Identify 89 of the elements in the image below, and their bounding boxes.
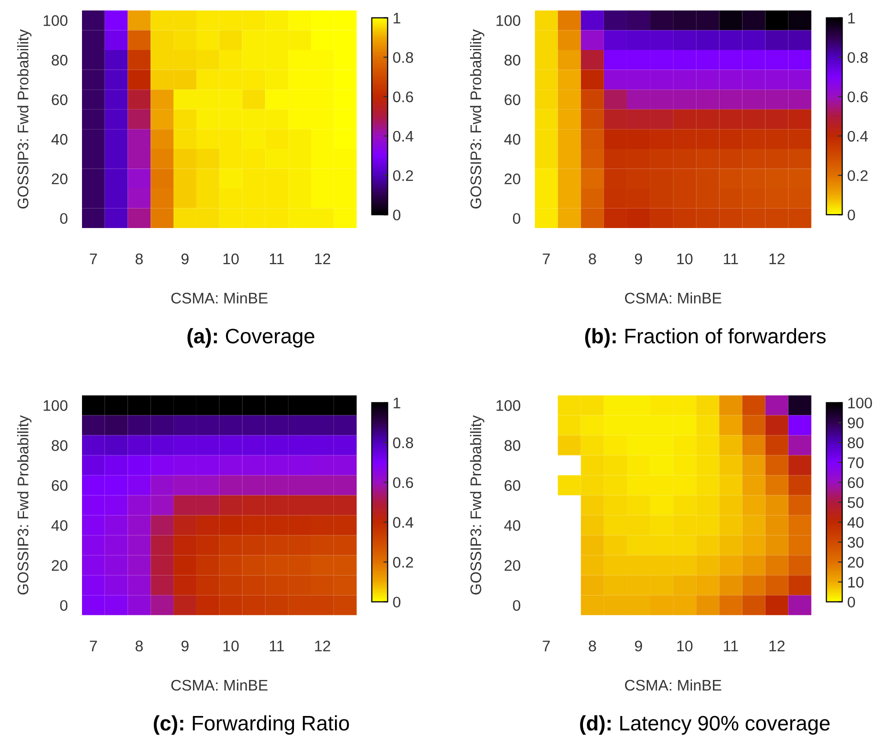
x-tick-label: 10 <box>223 640 239 652</box>
color-bar-label: 10 <box>848 576 864 588</box>
x-tick-label: 10 <box>677 640 693 652</box>
color-bar-label: 60 <box>848 477 864 488</box>
x-tick-label: 9 <box>181 640 189 652</box>
color-bar-label: 0 <box>848 596 855 608</box>
color-bar-label: 70 <box>848 457 864 468</box>
y-tick-label: 20 <box>52 173 68 184</box>
y-tick-label: 100 <box>496 15 520 26</box>
color-bar-label: 0.6 <box>393 477 414 488</box>
color-bar-label: 30 <box>848 536 864 548</box>
x-tick-label: 7 <box>90 640 97 652</box>
x-tick-label: 8 <box>136 640 143 652</box>
y-axis-title: GOSSIP3: Fwd Probability <box>470 415 484 594</box>
text: (a): Coverage <box>187 328 314 348</box>
color-bar-label: 0.8 <box>393 437 414 448</box>
color-bar-label: 0.2 <box>393 170 413 182</box>
color-bar-label: 0 <box>848 210 855 220</box>
x-tick-label: 11 <box>270 640 284 652</box>
x-tick-label: 10 <box>223 254 239 264</box>
y-tick-label: 40 <box>504 134 520 145</box>
y-tick-label: 40 <box>51 520 68 531</box>
color-bar-label: 20 <box>848 556 864 568</box>
color-bar-label: 0.6 <box>393 91 414 102</box>
y-tick-label: 20 <box>52 560 68 571</box>
y-tick-label: 40 <box>51 134 68 145</box>
color-bar-label: 50 <box>848 497 864 508</box>
x-tick-label: 7 <box>90 254 97 264</box>
color-bar-label: 0.8 <box>393 52 414 63</box>
x-tick-label: 12 <box>769 640 785 652</box>
y-tick-label: 60 <box>52 480 68 491</box>
x-tick-label: 8 <box>588 254 596 264</box>
y-tick-label: 20 <box>504 560 520 571</box>
color-bar-label: 0.8 <box>848 52 868 63</box>
x-tick-label: 11 <box>270 254 284 264</box>
color-bar-label: 0.4 <box>848 130 868 142</box>
y-tick-label: 0 <box>60 600 68 611</box>
x-tick-label: 11 <box>724 254 738 264</box>
y-tick-label: 0 <box>512 213 520 224</box>
x-tick-label: 12 <box>315 254 330 264</box>
y-tick-label: 80 <box>52 440 68 451</box>
color-bar-label: 1 <box>848 12 855 24</box>
text: (d): Latency 90% coverage <box>580 715 830 735</box>
color-bar-label: 0.4 <box>393 517 414 528</box>
color-bar-label: 40 <box>847 517 864 528</box>
color-bar-label: 0 <box>393 596 400 608</box>
color-bar-label: 0.6 <box>848 91 868 102</box>
x-tick-label: 9 <box>634 254 642 264</box>
color-bar-label: 0.4 <box>393 130 414 142</box>
x-tick-label: 11 <box>724 640 738 652</box>
y-axis-title: GOSSIP3: Fwd Probability <box>17 415 32 594</box>
color-bar-label: 90 <box>848 417 864 428</box>
color-bar-label: 0.2 <box>393 556 413 568</box>
x-tick-label: 7 <box>542 640 550 652</box>
y-tick-label: 80 <box>504 440 520 451</box>
y-tick-label: 80 <box>52 54 68 66</box>
x-tick-label: 12 <box>769 254 785 264</box>
color-bar-label: 80 <box>848 437 864 448</box>
x-tick-label: 10 <box>677 254 693 264</box>
x-tick-label: 12 <box>315 640 330 652</box>
color-bar-label: 0 <box>393 210 400 220</box>
color-bar-label: 1 <box>394 398 400 408</box>
y-tick-label: 100 <box>44 15 68 26</box>
y-tick-label: 100 <box>44 400 68 411</box>
x-axis-title: CSMA: MinBE <box>171 679 268 691</box>
color-bar-label: 100 <box>848 398 872 408</box>
x-tick-label: 7 <box>542 254 550 264</box>
x-tick-label: 9 <box>181 254 189 264</box>
y-tick-label: 60 <box>504 94 520 106</box>
x-tick-label: 8 <box>136 254 143 264</box>
y-tick-label: 0 <box>512 600 520 611</box>
x-tick-label: 8 <box>588 640 596 652</box>
y-tick-label: 60 <box>504 480 520 491</box>
y-tick-label: 100 <box>496 400 520 411</box>
y-axis-title: GOSSIP3: Fwd Probability <box>17 29 32 208</box>
color-bar-label: 1 <box>394 12 400 24</box>
x-tick-label: 9 <box>634 640 642 652</box>
text: (b): Fraction of forwarders <box>585 328 826 348</box>
text: (c): Forwarding Ratio <box>154 715 349 735</box>
color-bar-label: 0.2 <box>848 170 868 182</box>
y-tick-label: 0 <box>60 213 68 224</box>
x-axis-title: CSMA: MinBE <box>625 292 722 304</box>
y-axis-title: GOSSIP3: Fwd Probability <box>470 29 484 208</box>
y-tick-label: 20 <box>504 173 520 184</box>
y-tick-label: 40 <box>504 520 520 531</box>
x-axis-title: CSMA: MinBE <box>171 292 268 304</box>
y-tick-label: 80 <box>504 54 520 66</box>
y-tick-label: 60 <box>52 94 68 106</box>
x-axis-title: CSMA: MinBE <box>625 679 722 691</box>
